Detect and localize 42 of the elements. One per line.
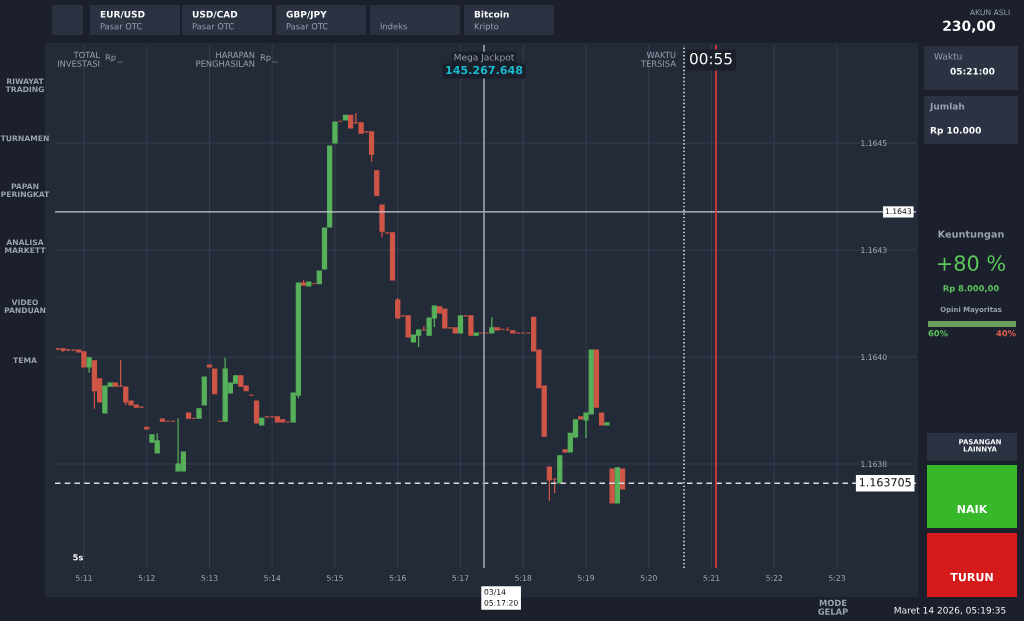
annotation: Mega Jackpot [454, 53, 515, 63]
text: TURUN [950, 572, 993, 582]
candlestick [468, 315, 474, 336]
annotation: 145.267.648 [446, 65, 523, 75]
text: EUR/USD [100, 10, 145, 19]
candlestick [368, 131, 375, 163]
annotation: -- [272, 61, 278, 63]
text: USD/CAD [192, 10, 238, 19]
annotation: Rp [105, 54, 116, 63]
text: 05:21:00 [950, 67, 995, 75]
candlestick [253, 400, 260, 424]
candlestick [395, 297, 401, 319]
text: Keuntungan [938, 230, 1004, 240]
text: 60% [928, 330, 948, 337]
candlestick [405, 315, 411, 338]
text: Waktu [934, 52, 962, 60]
text: Pasar OTC [100, 23, 142, 30]
annotation: HARAPAN PENGHASILAN [196, 51, 255, 67]
text: Indeks [380, 22, 407, 30]
text: Rp 8.000,00 [943, 285, 999, 294]
annotation: 00:55 [690, 52, 732, 65]
text: Bitcoin [474, 10, 509, 18]
text: Jumlah [929, 102, 965, 112]
text: Maret 14 2026, 05:19:35 [894, 606, 1006, 615]
text: Rp 10.000 [930, 126, 981, 136]
annotation: -- [117, 61, 123, 63]
text: NAIK [957, 504, 988, 514]
text: 230,00 [943, 20, 996, 33]
candlestick [489, 316, 495, 334]
annotation: Rp [260, 54, 271, 63]
text: GBP/JPY [286, 10, 327, 20]
text: Pasar OTC [192, 23, 234, 30]
text: 40% [996, 330, 1016, 337]
annotation: WAKTU TERSISA [640, 51, 676, 67]
annotation: TOTAL INVESTASI [57, 51, 100, 67]
text: +80 % [938, 255, 1006, 272]
candlestick [332, 121, 338, 144]
text: Pasar OTC [286, 23, 328, 30]
annotation: 5s [73, 554, 83, 561]
text: MODE GELAP [818, 599, 848, 615]
text: Kripto [474, 22, 499, 32]
ref-line-label: 1.163705 [859, 478, 911, 487]
